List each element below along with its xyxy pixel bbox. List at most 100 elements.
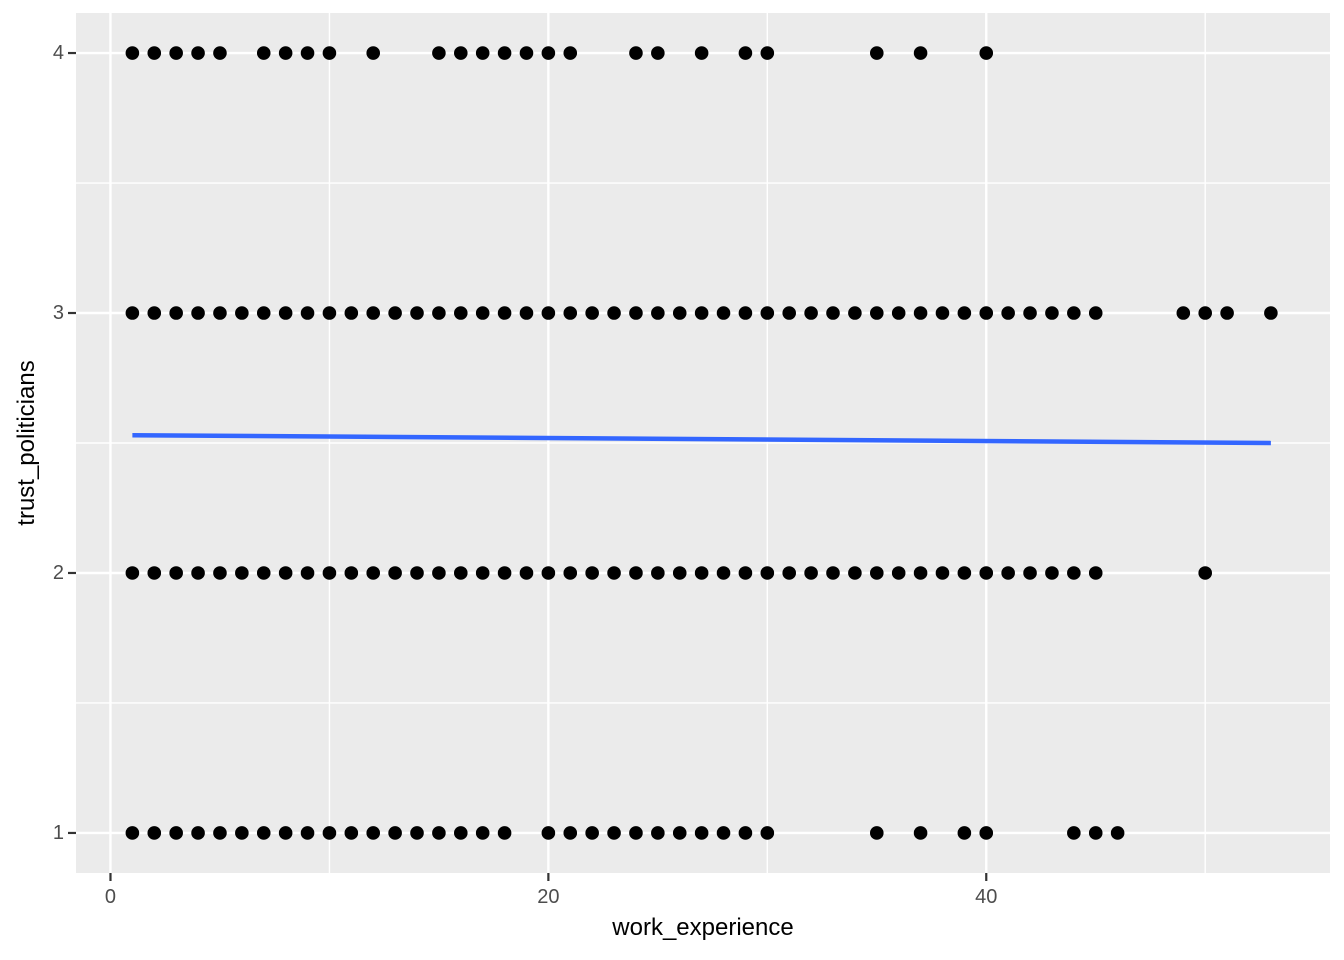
data-point: [497, 306, 512, 320]
data-point: [278, 566, 293, 580]
data-point: [169, 826, 183, 840]
data-point: [694, 46, 709, 60]
data-point: [629, 306, 643, 320]
data-point: [1023, 566, 1037, 580]
data-point: [760, 46, 775, 60]
data-point: [344, 826, 359, 840]
data-point: [256, 826, 271, 840]
data-point: [563, 306, 578, 320]
data-point: [213, 826, 227, 840]
data-point: [738, 826, 753, 840]
data-point: [672, 826, 687, 840]
data-point: [694, 826, 709, 840]
data-point: [935, 306, 950, 320]
data-point: [497, 826, 512, 840]
data-point: [563, 46, 578, 60]
data-point: [125, 826, 140, 840]
data-point: [651, 826, 665, 840]
data-point: [322, 826, 337, 840]
data-point: [191, 46, 205, 60]
data-point: [782, 306, 797, 320]
data-point: [453, 46, 468, 60]
data-point: [629, 46, 643, 60]
data-point: [651, 306, 665, 320]
data-point: [213, 306, 227, 320]
data-point: [869, 566, 884, 580]
data-point: [541, 306, 556, 320]
data-point: [716, 566, 731, 580]
data-point: [826, 306, 840, 320]
data-point: [278, 306, 293, 320]
data-point: [322, 46, 337, 60]
data-point: [147, 46, 162, 60]
data-point: [388, 566, 402, 580]
data-point: [278, 826, 293, 840]
data-point: [1067, 306, 1081, 320]
data-point: [519, 566, 534, 580]
data-point: [694, 566, 709, 580]
data-point: [169, 566, 183, 580]
data-point: [585, 306, 599, 320]
data-point: [366, 566, 381, 580]
data-point: [453, 826, 468, 840]
data-point: [979, 826, 994, 840]
data-point: [475, 306, 490, 320]
data-point: [169, 306, 183, 320]
data-point: [497, 566, 512, 580]
data-point: [235, 306, 249, 320]
data-point: [125, 46, 140, 60]
data-point: [1045, 566, 1059, 580]
data-point: [738, 306, 753, 320]
data-point: [607, 566, 621, 580]
data-point: [804, 566, 818, 580]
data-point: [607, 826, 621, 840]
data-point: [629, 566, 643, 580]
data-point: [410, 566, 424, 580]
y-tick-label-2: 2: [52, 561, 64, 584]
data-point: [475, 46, 490, 60]
data-point: [913, 826, 928, 840]
data-point: [913, 306, 928, 320]
data-point: [1001, 306, 1015, 320]
y-tick-label-3: 3: [52, 302, 64, 324]
data-point: [913, 46, 928, 60]
data-point: [366, 46, 381, 60]
data-point: [957, 566, 972, 580]
data-point: [235, 826, 249, 840]
data-point: [1110, 826, 1125, 840]
data-point: [388, 306, 402, 320]
data-point: [563, 826, 578, 840]
data-point: [300, 306, 315, 320]
data-point: [541, 46, 556, 60]
data-point: [432, 306, 446, 320]
data-point: [1067, 826, 1081, 840]
data-point: [147, 306, 162, 320]
y-tick-label-1: 1: [52, 821, 64, 844]
x-tick-label-0: 0: [104, 886, 117, 908]
data-point: [979, 306, 994, 320]
data-point: [410, 826, 424, 840]
data-point: [300, 566, 315, 580]
data-point: [497, 46, 512, 60]
data-point: [541, 826, 556, 840]
y-tick-label-4: 4: [52, 42, 64, 65]
data-point: [125, 566, 140, 580]
data-point: [256, 306, 271, 320]
data-point: [760, 306, 775, 320]
data-point: [278, 46, 293, 60]
data-point: [388, 826, 402, 840]
data-point: [716, 306, 731, 320]
data-point: [585, 826, 599, 840]
data-point: [979, 46, 994, 60]
data-point: [629, 826, 643, 840]
data-point: [432, 826, 446, 840]
data-point: [848, 306, 862, 320]
data-point: [256, 566, 271, 580]
data-point: [410, 306, 424, 320]
data-point: [694, 306, 709, 320]
data-point: [366, 826, 381, 840]
data-point: [891, 566, 906, 580]
data-point: [1220, 306, 1234, 320]
